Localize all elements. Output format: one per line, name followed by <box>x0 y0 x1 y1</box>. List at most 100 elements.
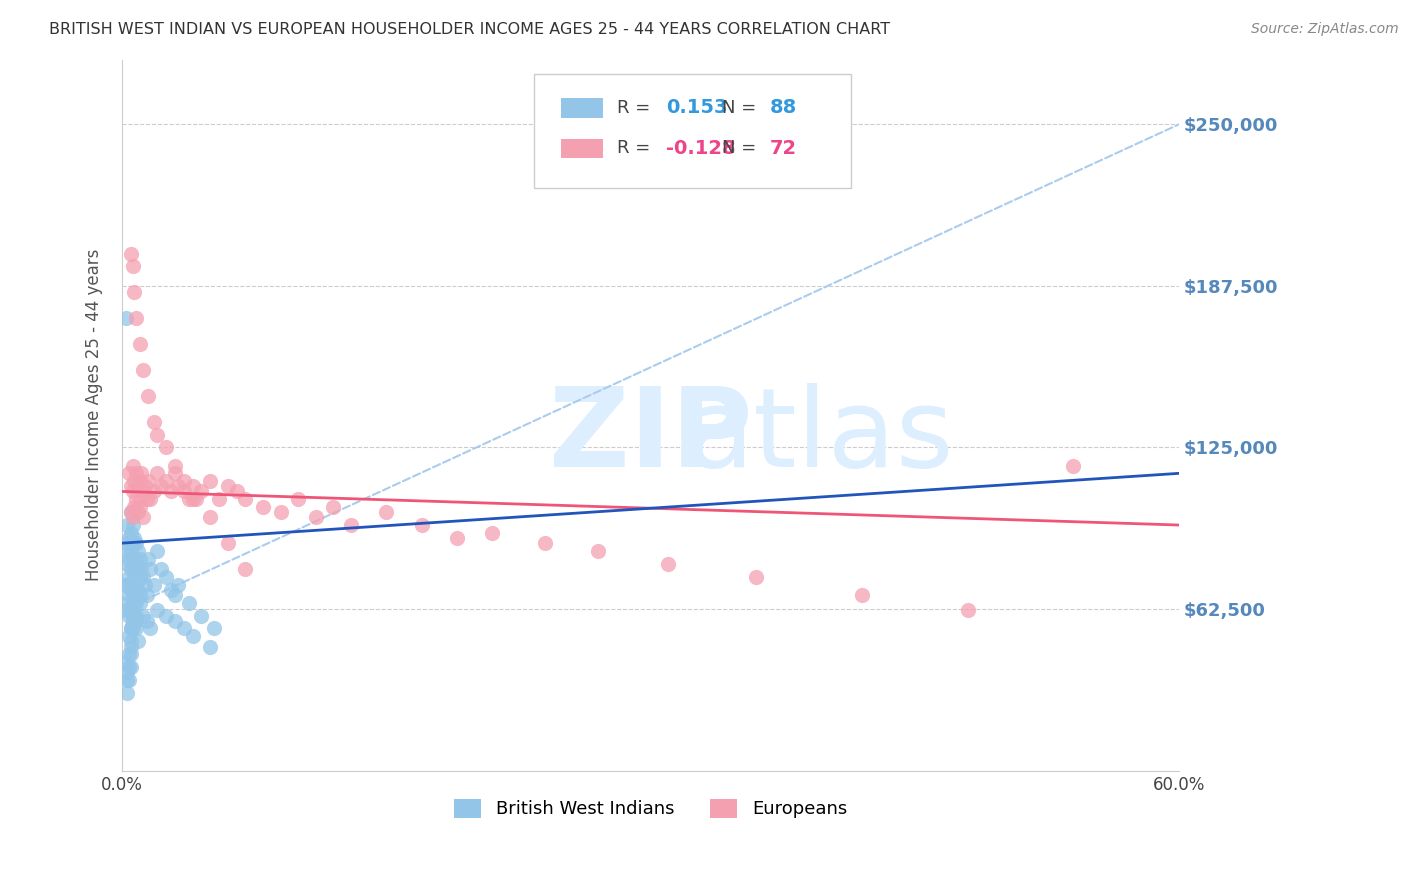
Point <box>208 492 231 507</box>
Point <box>118 608 141 623</box>
Point <box>149 562 172 576</box>
Point <box>305 510 328 524</box>
Point <box>124 474 146 488</box>
Point <box>127 634 149 648</box>
Point <box>121 608 143 623</box>
Point <box>121 260 143 274</box>
Point <box>139 622 162 636</box>
Point <box>173 474 195 488</box>
Point <box>120 634 142 648</box>
Point <box>118 551 141 566</box>
Point <box>184 492 207 507</box>
Legend: British West Indians, Europeans: British West Indians, Europeans <box>447 792 855 826</box>
Point <box>163 458 186 473</box>
Point <box>132 363 155 377</box>
Point <box>173 622 195 636</box>
Point <box>125 536 148 550</box>
Point <box>149 479 172 493</box>
Point <box>128 500 150 514</box>
Point <box>155 474 177 488</box>
Text: ZIP: ZIP <box>548 383 752 490</box>
Point <box>127 582 149 597</box>
Point <box>124 570 146 584</box>
Point <box>120 622 142 636</box>
Point <box>128 588 150 602</box>
Point <box>124 596 146 610</box>
Text: -0.128: -0.128 <box>666 139 737 158</box>
Point <box>155 608 177 623</box>
Point <box>160 582 183 597</box>
Point <box>446 531 468 545</box>
Point <box>173 484 195 499</box>
Point <box>134 577 156 591</box>
Point <box>586 544 609 558</box>
Point <box>120 648 142 662</box>
Point <box>322 500 344 514</box>
Point <box>120 622 142 636</box>
Point <box>160 484 183 499</box>
Point <box>118 629 141 643</box>
Bar <box>561 98 603 118</box>
Point <box>117 518 139 533</box>
Point <box>132 510 155 524</box>
Point <box>225 484 247 499</box>
Point <box>127 562 149 576</box>
Point <box>120 603 142 617</box>
FancyBboxPatch shape <box>534 74 852 187</box>
Point <box>135 492 157 507</box>
Point <box>745 570 768 584</box>
Point <box>135 588 157 602</box>
Text: 88: 88 <box>770 98 797 118</box>
Point <box>124 531 146 545</box>
Point <box>125 622 148 636</box>
Point <box>128 551 150 566</box>
Point <box>181 479 204 493</box>
Point <box>146 467 169 481</box>
Point <box>1062 458 1084 473</box>
Text: BRITISH WEST INDIAN VS EUROPEAN HOUSEHOLDER INCOME AGES 25 - 44 YEARS CORRELATIO: BRITISH WEST INDIAN VS EUROPEAN HOUSEHOL… <box>49 22 890 37</box>
Point <box>481 525 503 540</box>
Point <box>120 505 142 519</box>
Point <box>217 479 239 493</box>
Point <box>125 608 148 623</box>
Point <box>120 640 142 654</box>
Point <box>138 551 160 566</box>
Point <box>190 608 212 623</box>
Point <box>121 484 143 499</box>
Point <box>252 500 274 514</box>
Text: N =: N = <box>723 99 756 117</box>
Point <box>121 518 143 533</box>
Point <box>138 474 160 488</box>
Point <box>118 648 141 662</box>
Point <box>181 629 204 643</box>
Point <box>146 427 169 442</box>
Point <box>177 492 200 507</box>
Point <box>270 505 292 519</box>
Point <box>120 479 142 493</box>
Point <box>190 484 212 499</box>
Point <box>146 603 169 617</box>
Point <box>121 577 143 591</box>
Point <box>146 544 169 558</box>
Point <box>125 557 148 571</box>
Point <box>118 660 141 674</box>
Point <box>127 544 149 558</box>
Point <box>155 570 177 584</box>
Point <box>118 467 141 481</box>
Text: 72: 72 <box>770 139 797 158</box>
Point <box>117 665 139 680</box>
Point <box>534 536 557 550</box>
Point <box>121 458 143 473</box>
Point <box>163 467 186 481</box>
Point <box>134 479 156 493</box>
Point <box>125 577 148 591</box>
Point <box>142 577 165 591</box>
Point <box>114 311 136 326</box>
Point <box>117 673 139 688</box>
Point <box>114 655 136 669</box>
Point <box>198 510 221 524</box>
Text: R =: R = <box>617 99 655 117</box>
Point <box>125 492 148 507</box>
Point <box>217 536 239 550</box>
Bar <box>561 138 603 159</box>
